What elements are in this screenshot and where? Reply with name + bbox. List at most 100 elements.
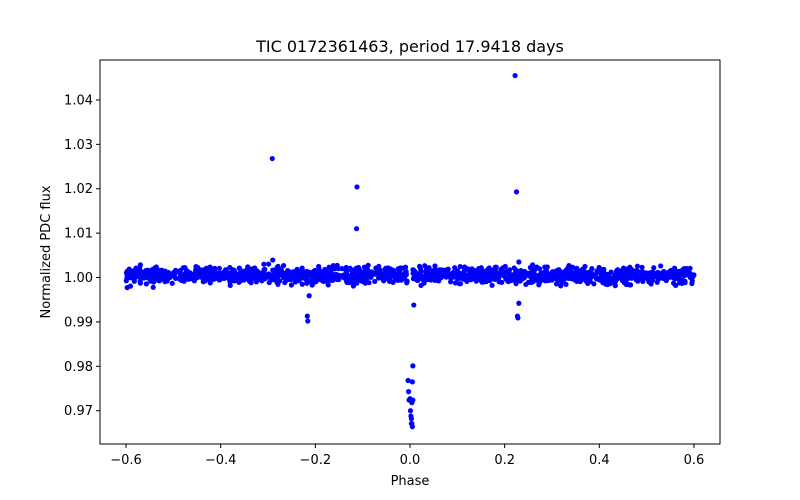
data-point-outlier [513, 189, 520, 195]
data-point [332, 266, 338, 272]
data-point [457, 263, 463, 270]
data-point [265, 261, 272, 267]
data-point [563, 281, 569, 287]
y-tick-label: 0.98 [64, 360, 93, 375]
data-point [422, 263, 428, 269]
data-point [448, 279, 454, 285]
data-point [580, 266, 586, 272]
data-point [557, 272, 563, 278]
data-point [427, 276, 433, 283]
data-point [662, 275, 669, 281]
data-point [304, 268, 310, 275]
data-point [457, 281, 464, 287]
data-point [289, 273, 295, 279]
data-point [472, 275, 478, 281]
data-point [672, 274, 678, 280]
data-point [274, 275, 280, 281]
data-point [500, 265, 506, 271]
data-point [380, 276, 386, 282]
y-axis-label: Normalized PDC flux [39, 185, 54, 318]
data-point [280, 275, 287, 281]
data-point [477, 277, 483, 283]
data-point [682, 271, 688, 277]
data-point [529, 277, 536, 283]
data-point [186, 276, 192, 282]
data-point [418, 268, 425, 275]
data-point [178, 277, 185, 283]
data-point [601, 266, 607, 272]
data-point [627, 264, 633, 270]
data-point [536, 282, 542, 288]
data-point-outlier [515, 315, 521, 321]
data-point [637, 274, 643, 280]
data-point [523, 281, 529, 288]
data-point [281, 263, 287, 269]
data-point [658, 263, 664, 269]
data-point [195, 264, 201, 271]
data-point [489, 282, 495, 288]
data-point [328, 275, 335, 282]
data-point [200, 275, 206, 281]
data-point-transit [405, 389, 412, 395]
data-point [687, 274, 693, 280]
data-point [245, 265, 251, 271]
data-point [634, 263, 641, 269]
data-point [443, 267, 449, 273]
data-point [484, 277, 490, 283]
data-point [544, 271, 550, 277]
y-tick-label: 1.04 [64, 93, 93, 108]
data-point [368, 274, 374, 280]
data-point [299, 281, 305, 287]
data-point [285, 273, 291, 280]
y-tick-label: 1.01 [64, 227, 93, 242]
data-point [127, 283, 134, 289]
data-point-outlier [269, 155, 275, 162]
data-point [452, 265, 458, 271]
data-point [321, 272, 327, 278]
data-point [480, 268, 486, 274]
data-point [424, 272, 430, 279]
data-point [623, 281, 629, 288]
data-point [563, 272, 570, 278]
data-point [390, 279, 396, 286]
data-point [531, 270, 537, 277]
data-point [387, 266, 394, 272]
data-point [366, 280, 372, 286]
data-point [561, 276, 567, 283]
y-tick-label: 0.97 [64, 404, 93, 419]
chart-title: TIC 0172361463, period 17.9418 days [255, 37, 564, 56]
data-point [294, 278, 300, 284]
data-point [241, 275, 247, 281]
data-point [386, 275, 392, 281]
data-point [426, 265, 432, 271]
data-point [403, 270, 409, 277]
data-point [212, 265, 218, 271]
data-point [681, 266, 687, 272]
data-point [614, 267, 620, 274]
data-point [202, 269, 208, 275]
data-point [377, 270, 384, 276]
data-point [236, 265, 242, 271]
data-point [263, 274, 269, 280]
data-point [569, 264, 576, 270]
data-point [670, 280, 677, 286]
data-point [534, 264, 540, 270]
data-point [491, 269, 498, 275]
data-point [627, 282, 634, 288]
data-point [164, 275, 170, 281]
data-point [687, 265, 693, 271]
data-point [661, 268, 667, 275]
data-point [261, 267, 267, 273]
x-tick-label: 0.4 [589, 453, 610, 468]
data-point [591, 281, 597, 287]
data-point [624, 273, 630, 279]
data-point [389, 271, 395, 277]
data-point [227, 273, 234, 280]
data-point [623, 268, 629, 274]
data-point [653, 274, 659, 280]
x-tick-label: −0.6 [110, 453, 142, 468]
data-point [404, 280, 410, 286]
data-point [169, 280, 175, 286]
data-point-outlier [411, 302, 417, 308]
